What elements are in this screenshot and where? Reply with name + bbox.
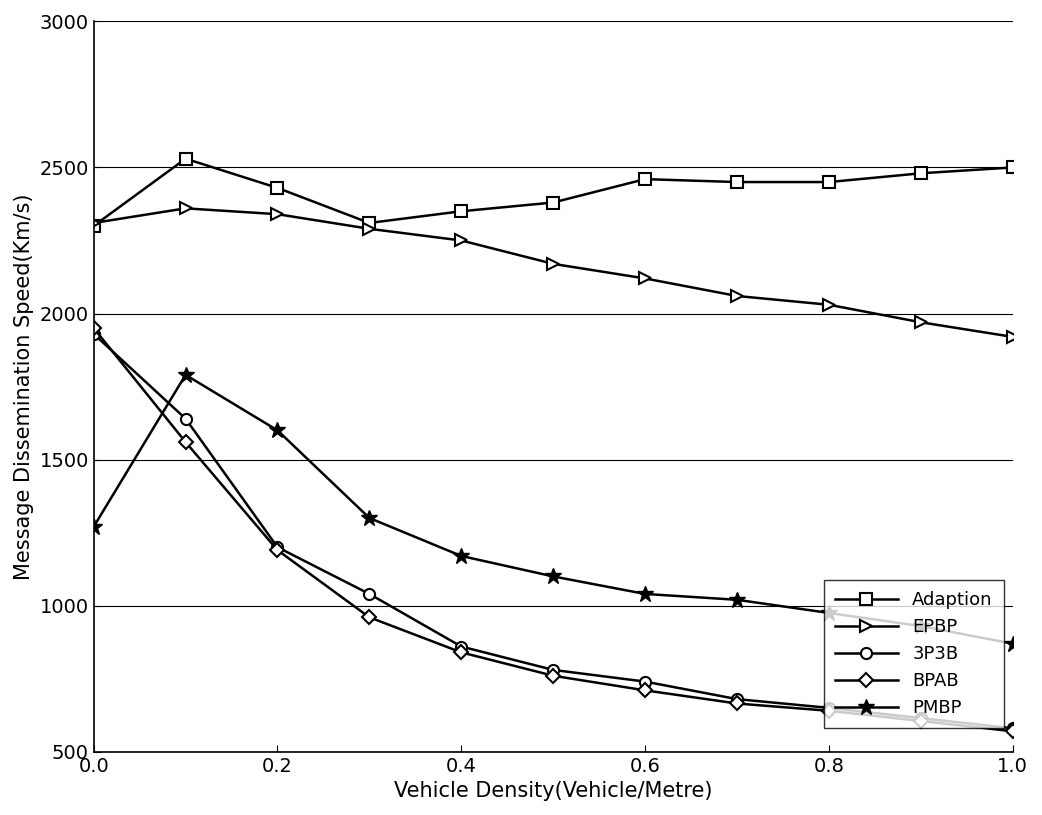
BPAB xyxy=(271,545,283,555)
EPBP xyxy=(363,224,375,234)
EPBP xyxy=(822,300,835,310)
Line: PMBP: PMBP xyxy=(85,367,1021,652)
PMBP xyxy=(639,589,651,599)
PMBP xyxy=(179,370,192,380)
EPBP xyxy=(915,317,927,327)
Adaption xyxy=(730,177,743,187)
EPBP xyxy=(455,236,468,245)
Line: Adaption: Adaption xyxy=(89,153,1018,231)
Line: 3P3B: 3P3B xyxy=(89,328,1018,734)
EPBP xyxy=(179,204,192,214)
PMBP xyxy=(363,513,375,523)
BPAB xyxy=(363,612,375,622)
3P3B xyxy=(915,713,927,723)
BPAB xyxy=(1007,726,1019,736)
3P3B xyxy=(639,676,651,686)
PMBP xyxy=(455,551,468,561)
BPAB xyxy=(822,706,835,716)
BPAB xyxy=(179,437,192,447)
3P3B xyxy=(179,414,192,424)
EPBP xyxy=(730,291,743,301)
PMBP xyxy=(88,522,100,531)
Adaption xyxy=(639,174,651,184)
Legend: Adaption, EPBP, 3P3B, BPAB, PMBP: Adaption, EPBP, 3P3B, BPAB, PMBP xyxy=(824,580,1003,728)
EPBP xyxy=(1007,332,1019,341)
Adaption xyxy=(915,169,927,178)
BPAB xyxy=(730,698,743,708)
X-axis label: Vehicle Density(Vehicle/Metre): Vehicle Density(Vehicle/Metre) xyxy=(394,781,713,801)
Line: EPBP: EPBP xyxy=(88,202,1019,343)
EPBP xyxy=(639,274,651,284)
PMBP xyxy=(271,425,283,435)
Adaption xyxy=(88,221,100,231)
Adaption xyxy=(455,206,468,216)
EPBP xyxy=(547,259,560,269)
Adaption xyxy=(822,177,835,187)
PMBP xyxy=(1007,639,1019,649)
3P3B xyxy=(455,641,468,651)
3P3B xyxy=(363,589,375,599)
3P3B xyxy=(730,694,743,704)
Adaption xyxy=(363,218,375,228)
BPAB xyxy=(88,324,100,333)
Adaption xyxy=(271,183,283,193)
3P3B xyxy=(1007,724,1019,734)
Y-axis label: Message Dissemination Speed(Km/s): Message Dissemination Speed(Km/s) xyxy=(14,193,34,579)
EPBP xyxy=(271,209,283,219)
Adaption xyxy=(547,197,560,207)
3P3B xyxy=(271,542,283,552)
PMBP xyxy=(822,608,835,618)
3P3B xyxy=(547,665,560,675)
PMBP xyxy=(547,571,560,581)
Adaption xyxy=(1007,162,1019,172)
EPBP xyxy=(88,218,100,228)
Adaption xyxy=(179,154,192,164)
3P3B xyxy=(822,703,835,713)
Line: BPAB: BPAB xyxy=(89,324,1018,736)
BPAB xyxy=(915,716,927,726)
BPAB xyxy=(455,647,468,657)
BPAB xyxy=(639,685,651,695)
BPAB xyxy=(547,671,560,681)
PMBP xyxy=(915,621,927,631)
PMBP xyxy=(730,595,743,605)
3P3B xyxy=(88,329,100,339)
